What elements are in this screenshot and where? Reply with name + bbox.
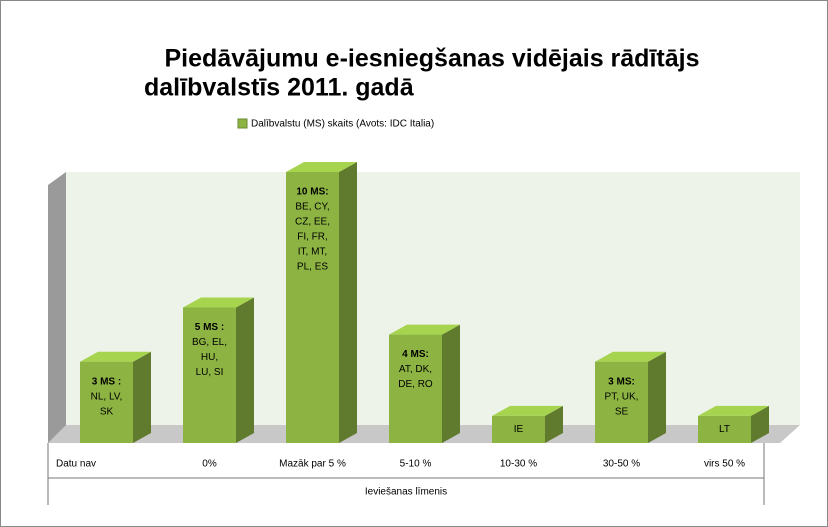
x-tick-label: 5-10 % [400,459,432,470]
x-tick-label: 10-30 % [500,459,537,470]
bar [286,172,339,443]
bar [698,415,751,443]
bar-side [545,405,563,443]
x-tick-label: 30-50 % [603,459,640,470]
bar-side [648,351,666,443]
bar-side [339,162,357,443]
bar-top [698,405,769,416]
bar-top [183,297,254,308]
legend-swatch [237,118,248,129]
bar-side [133,351,151,443]
bar-top [492,405,563,416]
bar-top [286,162,357,172]
data-label: 5 MS : [195,322,224,333]
data-label: SE [615,406,629,417]
data-label: AT, DK, [399,364,432,375]
data-label: BG, EL, [192,337,227,348]
x-tick-label: Mazāk par 5 % [279,459,346,470]
data-label: PL, ES [297,262,328,273]
bar [595,361,648,443]
data-label: NL, LV, [91,391,123,402]
data-label: HU, [201,352,218,363]
data-label: CZ, EE, [295,217,330,228]
data-label: IE [514,424,524,435]
bar [80,361,133,443]
data-label: 3 MS : [92,376,121,387]
bar-top [80,351,151,362]
bar-top [595,351,666,362]
data-label: PT, UK, [605,391,639,402]
bar [183,307,236,443]
bar [492,415,545,443]
legend-label: Dalībvalstu (MS) skaits (Avots: IDC Ital… [251,119,434,130]
data-label: 3 MS: [608,376,635,387]
data-label: LT [719,424,730,435]
chart-title: dalībvalstīs 2011. gadā [144,74,415,102]
side-wall [48,172,66,443]
data-label: SK [100,406,114,417]
x-tick-label: virs 50 % [704,459,745,470]
data-label: 10 MS: [296,187,328,198]
x-tick-label: Datu nav [56,459,96,470]
data-label: BE, CY, [295,202,329,213]
x-axis-label: Ieviešanas līmenis [365,487,447,498]
data-label: 4 MS: [402,349,429,360]
bar-side [751,405,769,443]
data-label: DE, RO [398,379,433,390]
chart-title: Piedāvājumu e-iesniegšanas vidējais rādī… [165,45,700,73]
data-label: LU, SI [196,367,224,378]
data-label: FI, FR, [297,232,328,243]
bar-side [442,324,460,443]
bar-top [389,324,460,335]
data-label: IT, MT, [298,247,327,258]
bar [389,334,442,443]
bar-side [236,297,254,443]
x-tick-label: 0% [202,459,217,470]
